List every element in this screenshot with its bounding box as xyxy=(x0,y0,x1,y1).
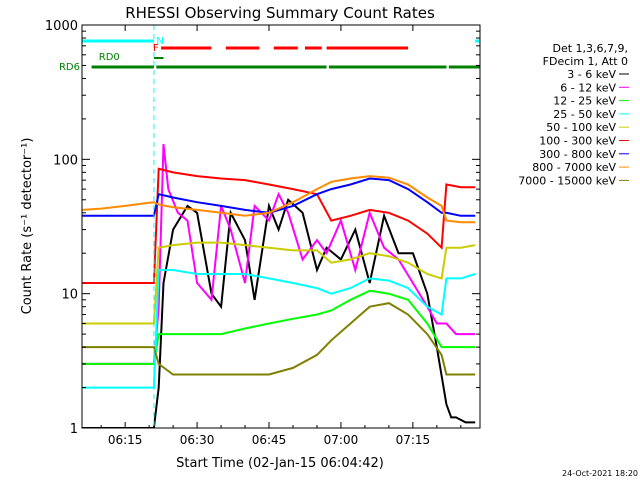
series-line-4 xyxy=(82,241,476,325)
footer-date: 24-Oct-2021 18:20 xyxy=(562,469,638,478)
y-axis-label: Count Rate (s⁻¹ detector⁻¹) xyxy=(20,138,35,315)
series-line-5 xyxy=(82,167,476,284)
legend-label-5: 100 - 300 keV xyxy=(539,135,616,148)
series-line-7 xyxy=(82,175,476,224)
legend-label-0: 3 - 6 keV xyxy=(567,68,616,81)
y-tick-label-3: 1000 xyxy=(45,19,78,34)
legend-label-3: 25 - 50 keV xyxy=(553,108,616,121)
flag-label-rd0: RD0 xyxy=(99,52,120,63)
series-line-6 xyxy=(82,177,476,217)
legend-label-7: 800 - 7000 keV xyxy=(532,161,616,174)
legend-header-1: FDecim 1, Att 0 xyxy=(543,55,628,68)
legend-label-2: 12 - 25 keV xyxy=(553,95,616,108)
flag-label-rd6: RD6 xyxy=(59,62,80,73)
x-tick-label-2: 06:45 xyxy=(252,433,287,447)
series-line-0 xyxy=(82,198,476,428)
x-tick-label-3: 07:00 xyxy=(324,433,359,447)
x-axis-label: Start Time (02-Jan-15 06:04:42) xyxy=(176,456,384,471)
y-tick-label-0: 1 xyxy=(70,422,78,437)
series-line-3 xyxy=(82,269,476,389)
legend-header-0: Det 1,3,6,7,9, xyxy=(552,42,628,55)
legend-label-1: 6 - 12 keV xyxy=(560,81,616,94)
chart-title: RHESSI Observing Summary Count Rates xyxy=(125,4,435,22)
series-line-1 xyxy=(82,143,476,365)
legend-label-8: 7000 - 15000 keV xyxy=(518,174,616,187)
x-tick-label-4: 07:15 xyxy=(396,433,431,447)
x-tick-label-1: 06:30 xyxy=(180,433,215,447)
legend-label-6: 300 - 800 keV xyxy=(539,148,616,161)
flag-label-f: F xyxy=(153,43,159,54)
x-tick-label-0: 06:15 xyxy=(108,433,143,447)
y-tick-label-1: 10 xyxy=(61,288,78,303)
series-line-8 xyxy=(82,302,476,376)
series-line-2 xyxy=(82,289,476,365)
plot-frame xyxy=(81,24,481,429)
y-tick-label-2: 100 xyxy=(53,153,78,168)
legend-label-4: 50 - 100 keV xyxy=(546,121,616,134)
flag-label-n: N xyxy=(156,36,163,47)
